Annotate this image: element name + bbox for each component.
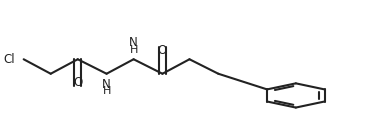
Text: H: H <box>102 86 111 96</box>
Text: H: H <box>130 45 138 55</box>
Text: O: O <box>73 76 82 89</box>
Text: N: N <box>129 36 138 49</box>
Text: Cl: Cl <box>3 53 15 66</box>
Text: N: N <box>102 78 111 91</box>
Text: O: O <box>158 44 167 57</box>
